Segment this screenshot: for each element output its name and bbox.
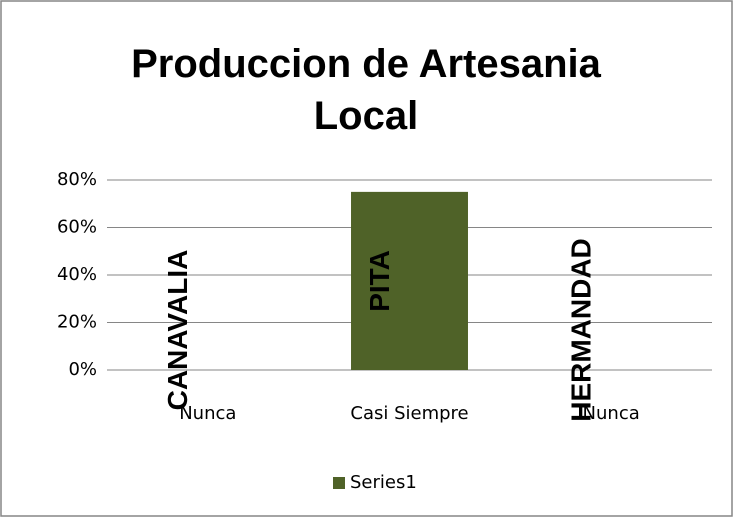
- chart-title: Produccion de Artesania Local: [131, 42, 601, 138]
- data-label: PITA: [364, 250, 395, 312]
- y-tick-label: 40%: [57, 264, 97, 285]
- legend-label: Series1: [350, 472, 417, 493]
- x-tick-label: Nunca: [179, 403, 236, 424]
- x-tick-label: Nunca: [583, 403, 640, 424]
- legend-swatch: [333, 477, 345, 489]
- x-tick-label: Casi Siempre: [350, 403, 468, 424]
- data-label: CANAVALIA: [162, 250, 193, 411]
- y-tick-label: 20%: [57, 312, 97, 333]
- bar: [351, 191, 468, 370]
- y-tick-label: 60%: [57, 217, 97, 238]
- y-tick-label: 0%: [68, 359, 97, 380]
- y-tick-label: 80%: [57, 169, 97, 190]
- data-label: HERMANDAD: [566, 238, 597, 422]
